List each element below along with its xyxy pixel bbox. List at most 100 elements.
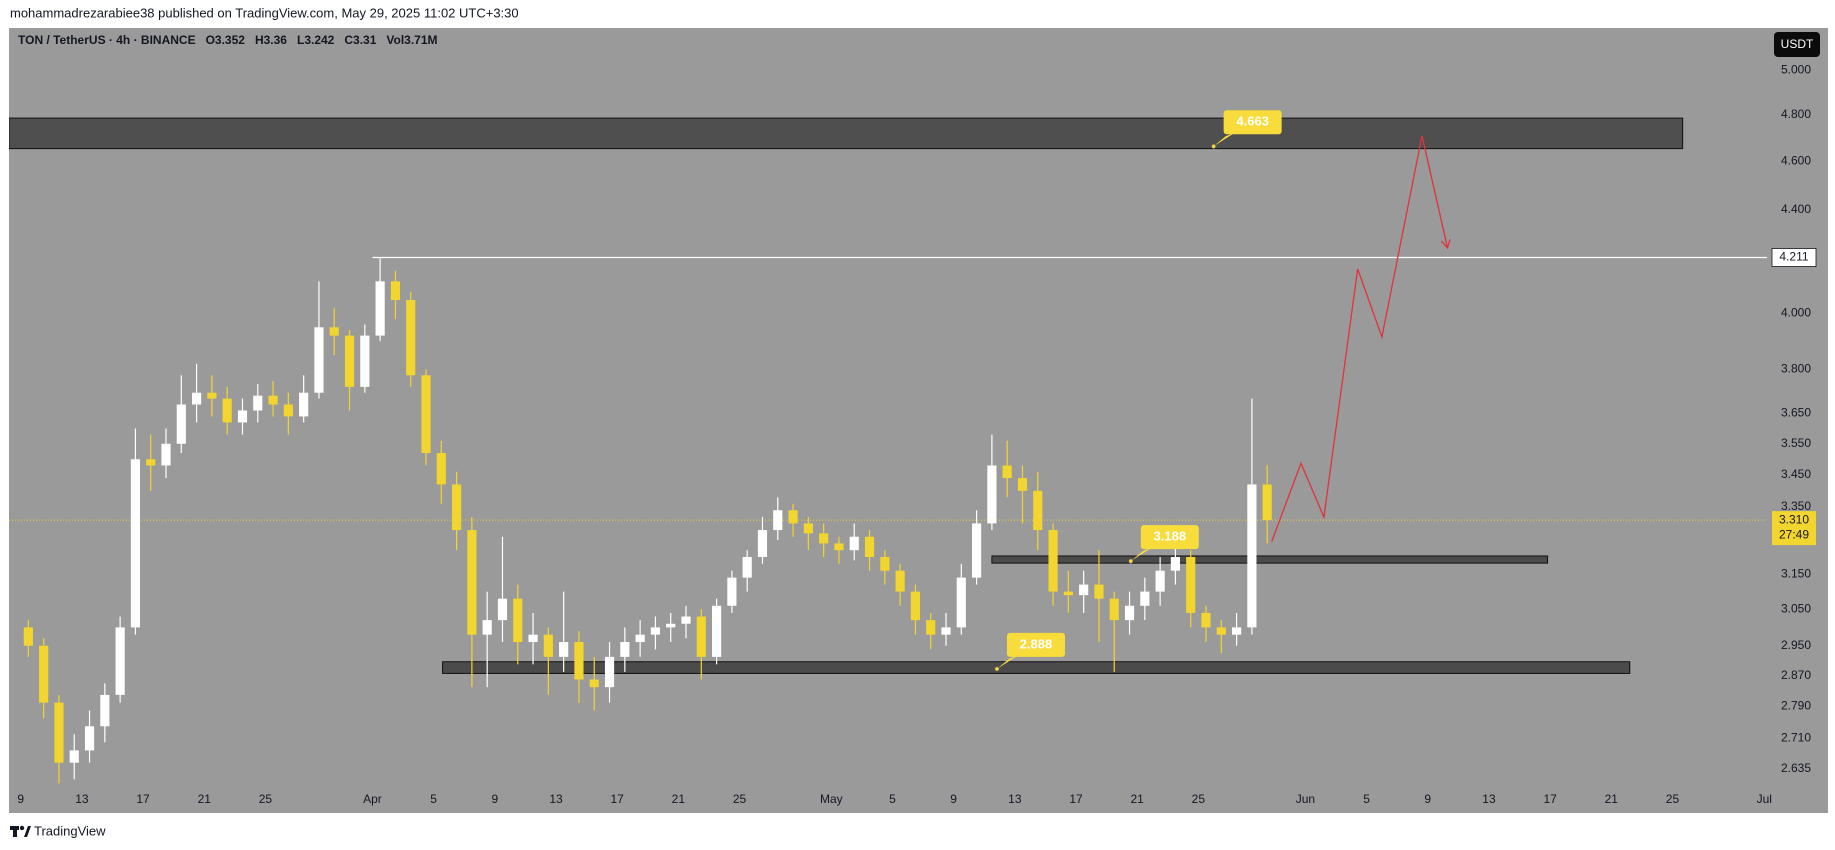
candle-body (1109, 598, 1119, 621)
countdown: 27:49 (1779, 527, 1809, 541)
candle-body (1079, 584, 1089, 596)
candle-body (926, 620, 936, 635)
y-tick-label: 3.050 (1781, 602, 1811, 616)
annotation-pointer (1213, 132, 1236, 147)
x-tick-label: 5 (1363, 792, 1370, 806)
candle-body (100, 694, 110, 727)
x-tick-label: 25 (1192, 792, 1206, 806)
annotation-box (1223, 110, 1282, 135)
candle-body (513, 598, 523, 643)
candle-body (161, 443, 171, 466)
x-tick-label: 13 (549, 792, 563, 806)
candle-body (1140, 591, 1150, 606)
legend-field-label: L (297, 33, 304, 47)
annotation-anchor (1211, 143, 1217, 149)
candle-body (1002, 465, 1012, 479)
candle-body (39, 645, 49, 703)
annotation-pointer (1130, 547, 1153, 562)
x-tick-label: May (820, 792, 843, 806)
candle-body (941, 627, 951, 635)
candle-body (84, 726, 95, 751)
candle-body (299, 392, 309, 417)
candle-body (1216, 627, 1226, 635)
x-tick-label: 9 (950, 792, 957, 806)
candle-body (360, 335, 370, 387)
y-tick-label: 3.550 (1781, 436, 1811, 450)
y-tick-label: 3.450 (1781, 467, 1811, 481)
candle-body (742, 556, 752, 578)
legend-field-label: H (255, 33, 264, 47)
x-tick-label: 25 (259, 792, 273, 806)
candle-body (176, 404, 186, 444)
candle-body (452, 484, 462, 531)
candle-body (987, 465, 997, 524)
annotation-anchor (1128, 558, 1134, 564)
x-tick-label: 9 (491, 792, 498, 806)
legend-symbol: TON / TetherUS · 4h · BINANCE (18, 33, 196, 47)
candle-body (253, 395, 263, 411)
x-tick-label: 17 (1543, 792, 1557, 806)
level-price-box (1771, 248, 1817, 267)
last-price-label: 3.310 (1779, 512, 1809, 526)
candle-body (268, 395, 278, 405)
y-tick-label: 2.870 (1781, 668, 1811, 682)
candle-body (222, 398, 232, 423)
candle-body (788, 510, 798, 524)
candle-body (23, 627, 33, 646)
x-tick-label: Jul (1757, 792, 1772, 806)
brand: TradingView (34, 823, 106, 838)
candle-body (283, 404, 293, 417)
candle-body (146, 459, 156, 466)
last-price-box (1772, 511, 1816, 546)
candle-body (727, 577, 737, 606)
candle-body (757, 530, 768, 557)
candle-body (880, 556, 890, 571)
candle-body (895, 570, 905, 592)
candle-body (1063, 591, 1073, 596)
annotation-label: 3.188 (1154, 529, 1187, 544)
y-tick-label: 3.650 (1781, 406, 1811, 420)
candle-body (956, 577, 966, 628)
candle-body (528, 634, 538, 643)
x-tick-label: 25 (1666, 792, 1680, 806)
candle-body (130, 459, 141, 628)
annotation-pointer (996, 654, 1019, 669)
y-tick-label: 4.400 (1781, 202, 1811, 216)
y-tick-label: 3.150 (1781, 566, 1811, 580)
projection-line (1271, 135, 1449, 542)
candle-body (115, 627, 125, 695)
candle-body (1186, 556, 1196, 613)
legend-field-value: 3.71M (404, 33, 437, 47)
candle-body (406, 300, 416, 376)
x-tick-label: 21 (672, 792, 686, 806)
x-tick-label: Jun (1296, 792, 1315, 806)
x-tick-label: 17 (136, 792, 150, 806)
candle-body (849, 536, 859, 551)
x-tick-label: 13 (1482, 792, 1496, 806)
candle-body (604, 656, 615, 688)
candle-body (207, 392, 217, 399)
candle-body (1017, 478, 1028, 491)
x-tick-label: 25 (733, 792, 747, 806)
currency: USDT (1781, 37, 1814, 51)
level-price-label: 4.211 (1779, 250, 1808, 264)
candle-body (482, 620, 492, 635)
legend-field-label: C (344, 33, 353, 47)
x-tick-label: 21 (1131, 792, 1145, 806)
legend: TON / TetherUS · 4h · BINANCE O3.352 H3.36… (18, 33, 438, 47)
x-tick-label: 13 (75, 792, 89, 806)
brand-logo (10, 825, 31, 837)
y-tick-label: 4.600 (1781, 153, 1811, 167)
candle-body (314, 327, 324, 393)
candle-body (681, 616, 691, 624)
legend-field-value: 3.352 (215, 33, 245, 47)
candle-body (620, 642, 630, 657)
candle-body (1232, 627, 1242, 635)
x-tick-label: 5 (430, 792, 437, 806)
candle-body (467, 530, 477, 635)
candle-body (773, 510, 783, 531)
candle-body (666, 623, 676, 628)
candle-body (1247, 484, 1257, 628)
candle-body (1155, 570, 1165, 592)
